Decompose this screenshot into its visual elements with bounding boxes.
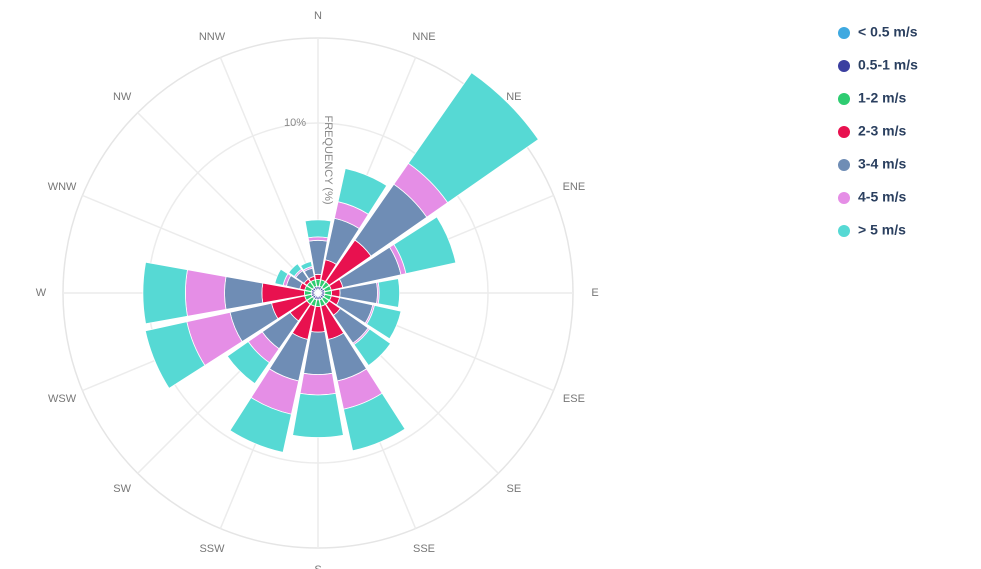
bar-segment: [292, 392, 344, 438]
bar-segment: [226, 341, 270, 385]
bar-segment: [274, 268, 289, 286]
bar-segment: [393, 216, 457, 275]
legend-marker: [838, 60, 850, 72]
legend-label: 2-3 m/s: [858, 123, 906, 139]
legend-marker: [838, 225, 850, 237]
bar-segment: [142, 261, 188, 325]
angular-tick-label: ESE: [563, 393, 585, 405]
angular-tick-label: S: [314, 564, 321, 569]
bar-segment: [299, 372, 337, 396]
plot: N NNE NE ENE E ESE SE SSE S SSW SW WSW W WNW NW NNW 10% <…: [36, 10, 918, 569]
spoke: [219, 57, 319, 294]
legend-label: > 5 m/s: [858, 222, 906, 238]
angular-tick-label: SW: [113, 483, 131, 495]
angular-tick-label: N: [314, 10, 322, 22]
legend-marker: [838, 93, 850, 105]
bar-segment: [144, 321, 206, 389]
angular-tick-label: ENE: [563, 181, 586, 193]
legend-label: 1-2 m/s: [858, 90, 906, 106]
bar-segment: [343, 392, 406, 452]
angular-tick-label: E: [591, 287, 598, 299]
bar-segment: [185, 269, 227, 317]
bar-segment: [337, 167, 388, 215]
radial-axis-title: FREQUENCY (%): [322, 115, 334, 204]
radial-tick-label: 10%: [284, 117, 306, 129]
angular-tick-label: NNW: [199, 31, 226, 43]
angular-tick-label: NW: [113, 91, 132, 103]
legend: < 0.5 m/s 0.5-1 m/s 1-2 m/s 2-3 m/s 3-4 m/s 4…: [838, 24, 918, 238]
bar-segment: [288, 263, 303, 278]
bar-segment: [300, 260, 313, 271]
angular-tick-label: WNW: [48, 181, 77, 193]
bar-segment: [224, 276, 264, 310]
legend-marker: [838, 126, 850, 138]
bar-segment: [304, 219, 332, 239]
legend-marker: [838, 159, 850, 171]
legend-label: 4-5 m/s: [858, 189, 906, 205]
bar-segment: [407, 72, 539, 204]
bar-segment: [377, 278, 400, 308]
angular-tick-label: W: [36, 287, 47, 299]
legend-marker: [838, 27, 850, 39]
bar-segment: [330, 288, 341, 298]
angular-tick-label: NNE: [412, 31, 435, 43]
legend-label: 3-4 m/s: [858, 156, 906, 172]
angular-tick-label: SSE: [413, 543, 435, 555]
bar-segment: [366, 304, 402, 340]
bar-segment: [229, 396, 292, 453]
angular-tick-label: NE: [506, 91, 521, 103]
legend-label: 0.5-1 m/s: [858, 57, 918, 73]
angular-tick-label: SSW: [199, 543, 225, 555]
legend-marker: [838, 192, 850, 204]
angular-tick-label: SE: [507, 483, 522, 495]
spoke: [137, 112, 319, 294]
bar-segment: [353, 328, 392, 367]
bars: [142, 72, 539, 453]
bar-segment: [314, 273, 322, 281]
angular-tick-label: WSW: [48, 393, 77, 405]
legend-label: < 0.5 m/s: [858, 24, 918, 40]
